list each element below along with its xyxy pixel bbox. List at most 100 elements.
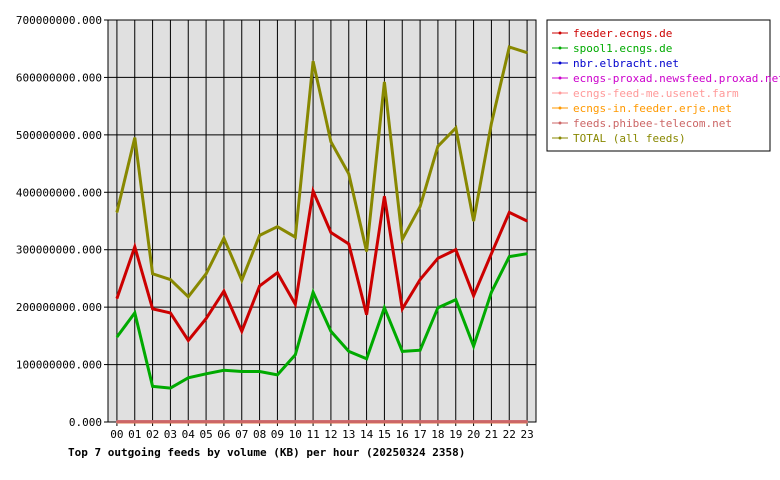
data-point xyxy=(330,330,332,333)
data-point xyxy=(419,349,421,352)
data-point xyxy=(294,420,297,423)
data-point xyxy=(490,252,493,255)
chart-title: Top 7 outgoing feeds by volume (KB) per … xyxy=(68,446,465,459)
data-point xyxy=(116,211,118,214)
y-tick-label: 100000000.000 xyxy=(16,359,102,372)
data-point xyxy=(133,420,136,423)
data-point xyxy=(276,225,279,228)
y-axis: 0.000 100000000.000 200000000.000 300000000… xyxy=(16,14,108,429)
y-tick-label: 600000000.000 xyxy=(16,71,102,84)
series-lines xyxy=(115,45,528,424)
legend-label: TOTAL (all feeds) xyxy=(573,132,686,145)
data-point xyxy=(330,231,332,234)
x-tick-label: 01 xyxy=(128,428,141,441)
data-point xyxy=(187,376,190,379)
data-point xyxy=(437,145,439,148)
data-point xyxy=(169,312,172,314)
data-point xyxy=(365,250,368,253)
data-point xyxy=(133,136,136,139)
data-point xyxy=(526,252,528,255)
data-point xyxy=(187,296,190,298)
y-tick-label: 500000000.000 xyxy=(16,129,102,142)
x-tick-label: 23 xyxy=(520,428,533,441)
data-point xyxy=(365,313,368,316)
data-point xyxy=(472,220,475,222)
legend-label: ecngs-in.feeder.erje.net xyxy=(573,102,732,115)
x-tick-label: 14 xyxy=(360,428,374,441)
x-tick-label: 06 xyxy=(217,428,230,441)
series-line-1 xyxy=(115,252,528,390)
legend-marker xyxy=(558,91,562,95)
x-tick-label: 00 xyxy=(110,428,123,441)
data-point xyxy=(276,420,279,423)
data-point xyxy=(240,330,243,333)
data-point xyxy=(169,420,172,423)
x-tick-label: 03 xyxy=(164,428,177,441)
data-point xyxy=(472,420,475,423)
data-point xyxy=(276,271,279,274)
x-tick-label: 07 xyxy=(235,428,248,441)
data-point xyxy=(205,420,207,423)
data-point xyxy=(401,308,404,310)
plot-background xyxy=(107,19,537,423)
data-point xyxy=(508,420,511,423)
data-point xyxy=(151,273,154,275)
y-tick-label: 0.000 xyxy=(69,416,102,429)
data-point xyxy=(187,339,190,342)
data-point xyxy=(383,195,386,198)
x-tick-label: 21 xyxy=(485,428,498,441)
data-point xyxy=(223,369,225,372)
data-point xyxy=(151,420,154,423)
x-tick-label: 19 xyxy=(449,428,462,441)
data-point xyxy=(347,243,350,245)
data-point xyxy=(490,291,493,294)
data-point xyxy=(258,234,261,237)
data-point xyxy=(294,236,297,238)
data-point xyxy=(258,420,261,423)
x-tick-label: 13 xyxy=(342,428,355,441)
data-point xyxy=(258,285,261,287)
data-point xyxy=(419,205,421,208)
y-tick-label: 400000000.000 xyxy=(16,186,102,199)
x-tick-label: 17 xyxy=(413,428,426,441)
legend-marker xyxy=(558,61,562,65)
data-point xyxy=(401,238,404,241)
data-point xyxy=(240,420,243,423)
data-point xyxy=(347,173,350,175)
data-point xyxy=(490,420,493,423)
data-point xyxy=(330,140,332,143)
x-tick-label: 09 xyxy=(271,428,284,441)
data-point xyxy=(294,354,297,356)
data-point xyxy=(187,420,190,423)
data-point xyxy=(347,420,350,423)
data-point xyxy=(383,420,386,423)
legend-marker xyxy=(558,106,562,110)
x-tick-label: 16 xyxy=(396,428,409,441)
data-point xyxy=(383,81,386,83)
legend-marker xyxy=(558,31,562,35)
data-point xyxy=(401,350,404,353)
legend-marker xyxy=(558,136,562,140)
x-tick-label: 08 xyxy=(253,428,266,441)
data-point xyxy=(347,350,350,353)
data-point xyxy=(169,278,172,281)
x-axis: 00 01 02 03 04 05 06 07 08 09 10 11 12 13 14 15 16 17 18 19… xyxy=(110,422,534,441)
data-point xyxy=(294,303,297,306)
legend-marker xyxy=(558,76,562,80)
data-point xyxy=(437,306,439,309)
data-point xyxy=(312,190,314,192)
data-point xyxy=(312,291,314,294)
data-point xyxy=(330,420,332,423)
data-point xyxy=(116,297,118,300)
data-point xyxy=(472,294,475,297)
data-point xyxy=(508,211,511,214)
data-point xyxy=(312,60,314,63)
data-point xyxy=(454,420,457,423)
legend-label: ecngs-feed-me.usenet.farm xyxy=(573,87,739,100)
data-point xyxy=(454,127,457,129)
x-tick-label: 12 xyxy=(324,428,337,441)
data-point xyxy=(116,420,118,423)
data-point xyxy=(365,420,368,423)
